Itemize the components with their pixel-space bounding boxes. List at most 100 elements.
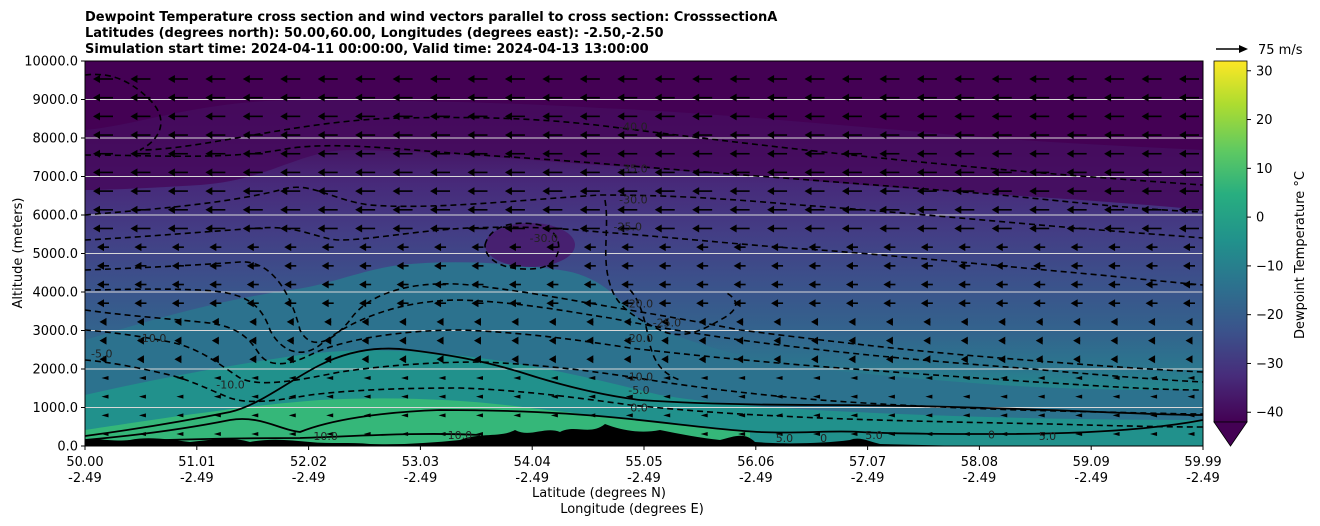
wind-vector — [1035, 355, 1043, 364]
wind-vector — [729, 75, 750, 83]
wind-vector — [167, 131, 188, 140]
wind-vector — [733, 261, 746, 270]
wind-vector — [923, 336, 931, 345]
y-tick-label: 8000.0 — [33, 132, 79, 147]
wind-vector — [654, 205, 675, 214]
wind-vector — [617, 93, 638, 102]
chart-title-line-2: Latitudes (degrees north): 50.00,60.00, … — [85, 26, 664, 41]
wind-vector — [998, 355, 1006, 364]
wind-vector — [284, 261, 297, 270]
wind-vector — [879, 205, 900, 214]
wind-vector — [692, 187, 713, 196]
wind-vector — [692, 112, 713, 121]
wind-vector — [130, 93, 151, 102]
wind-vector — [436, 317, 444, 326]
wind-vector — [205, 131, 226, 140]
wind-vector — [508, 243, 521, 252]
wind-vector — [916, 205, 937, 214]
wind-vector — [317, 205, 338, 214]
plot-area: -40.0-35.0-30.0-25.0-30.0-25.0-20.0-20.0… — [85, 61, 1203, 446]
wind-vector — [430, 224, 451, 233]
wind-vector — [998, 336, 1006, 345]
wind-vector — [171, 261, 184, 270]
wind-vector — [1148, 317, 1156, 326]
wind-vector — [280, 187, 301, 196]
wind-vector — [504, 187, 525, 196]
wind-vector — [729, 224, 750, 233]
wind-vector — [586, 336, 594, 345]
dry-pocket — [485, 223, 575, 267]
wind-vector — [960, 355, 968, 364]
contour-label: 5.0 — [865, 429, 883, 442]
wind-vector — [205, 93, 226, 102]
wind-vector — [729, 205, 750, 214]
wind-vector — [211, 317, 219, 326]
wind-vector — [251, 394, 259, 399]
x-tick-label-lat: 52.02 — [290, 455, 327, 470]
wind-vector — [775, 413, 783, 418]
wind-vector — [99, 355, 107, 364]
wind-vector — [923, 317, 931, 326]
wind-vector — [167, 93, 188, 102]
wind-vector — [1000, 394, 1008, 399]
wind-vector — [1066, 205, 1087, 214]
wind-vector — [738, 375, 746, 380]
wind-vector — [658, 243, 671, 252]
wind-vector — [138, 413, 146, 418]
wind-vector — [841, 205, 862, 214]
contour-minus-5-a — [85, 329, 1203, 415]
wind-vector — [841, 224, 862, 233]
wind-vector — [363, 394, 371, 399]
wind-vector — [811, 355, 819, 364]
wind-vector — [804, 224, 825, 233]
wind-vector — [467, 75, 488, 83]
wind-vector — [1104, 224, 1125, 233]
colorbar-extend-min — [1213, 421, 1248, 447]
wind-vector — [288, 413, 296, 418]
wind-vector — [692, 149, 713, 158]
wind-vector — [1070, 243, 1083, 252]
wind-vector — [1037, 432, 1045, 436]
x-tick-label-lon: -2.49 — [1074, 471, 1108, 486]
wind-vector — [962, 432, 970, 436]
wind-vector — [767, 187, 788, 196]
wind-vector — [546, 261, 559, 270]
wind-vector — [542, 112, 563, 121]
wind-vector — [1070, 280, 1083, 289]
wind-vector — [242, 168, 263, 177]
wind-vector — [97, 243, 109, 252]
wind-vector — [583, 280, 596, 289]
wind-vector — [1185, 317, 1193, 326]
wind-vector — [473, 355, 481, 364]
wind-vector — [621, 299, 634, 308]
y-tick-label: 6000.0 — [33, 209, 79, 224]
wind-vector — [1141, 75, 1162, 83]
wind-vector — [399, 355, 407, 364]
wind-vector — [288, 394, 296, 399]
wind-vector — [729, 112, 750, 121]
wind-vector — [355, 205, 376, 214]
wind-vector — [136, 336, 144, 345]
wind-vector — [355, 75, 376, 83]
contour-minus-30-a — [85, 186, 1203, 239]
wind-vector — [205, 168, 226, 177]
wind-vector — [696, 299, 709, 308]
wind-vector — [1185, 336, 1193, 345]
wind-vector — [209, 243, 222, 252]
wind-vector — [954, 187, 975, 196]
wind-vector — [841, 93, 862, 102]
wind-vector — [473, 317, 481, 326]
wind-vector — [1183, 261, 1195, 270]
wind-vector — [1145, 299, 1158, 308]
wind-vector — [925, 432, 933, 436]
wind-vector — [925, 375, 933, 380]
wind-vector — [511, 355, 519, 364]
wind-vector — [617, 168, 638, 177]
wind-vector — [700, 432, 708, 436]
wind-vector — [579, 131, 600, 140]
wind-vector — [733, 243, 746, 252]
wind-vector — [804, 168, 825, 177]
contour-minus-5-b — [85, 359, 1203, 428]
contour-minus-25-a — [85, 226, 1203, 286]
wind-vector — [804, 149, 825, 158]
